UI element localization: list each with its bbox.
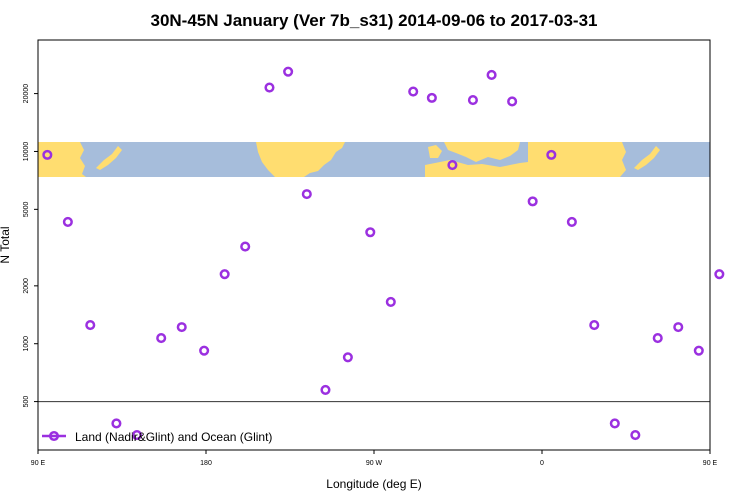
land-asia-right — [528, 142, 626, 177]
land-japan-right — [634, 146, 660, 170]
map-land — [38, 142, 660, 177]
points-layer — [42, 66, 725, 441]
data-point — [62, 216, 73, 227]
data-point — [693, 345, 704, 356]
data-point — [342, 352, 353, 363]
legend: Land (Nadir&Glint) and Ocean (Glint) — [42, 430, 272, 444]
data-point — [219, 269, 230, 280]
y-tick-label: 500 — [23, 396, 30, 408]
x-tick-label: 0 — [540, 460, 544, 467]
x-tick-label: 90 W — [366, 460, 383, 467]
data-point — [714, 269, 725, 280]
data-point — [527, 196, 538, 207]
data-point — [673, 322, 684, 333]
data-point — [176, 322, 187, 333]
data-point — [652, 333, 663, 344]
x-tick-label: 180 — [200, 460, 212, 467]
x-axis-label: Longitude (deg E) — [326, 477, 421, 491]
land-north-america — [256, 142, 345, 177]
data-point — [467, 95, 478, 106]
data-point — [546, 149, 557, 160]
data-point — [283, 66, 294, 77]
data-point — [301, 189, 312, 200]
x-axis: 90 E 180 90 W 0 90 E — [31, 450, 718, 467]
legend-marker — [48, 430, 60, 442]
data-point — [365, 227, 376, 238]
land-china-left — [38, 142, 86, 177]
data-point — [111, 418, 122, 429]
map-strip — [38, 142, 710, 177]
data-point — [199, 345, 210, 356]
y-tick-label: 1000 — [23, 336, 30, 352]
data-point — [426, 92, 437, 103]
land-mediterranean-europe — [444, 142, 520, 162]
y-tick-label: 2000 — [23, 278, 30, 294]
data-point — [589, 320, 600, 331]
data-point — [447, 159, 458, 171]
data-point — [385, 296, 396, 307]
land-north-africa — [425, 160, 528, 177]
data-point — [85, 320, 96, 331]
chart-title: 30N-45N January (Ver 7b_s31) 2014-09-06 … — [151, 11, 598, 30]
data-point — [320, 384, 331, 395]
legend-label: Land (Nadir&Glint) and Ocean (Glint) — [75, 430, 272, 444]
data-point — [507, 96, 518, 107]
data-point — [609, 418, 620, 429]
land-iberia — [428, 145, 442, 158]
data-point — [131, 429, 142, 441]
data-point — [566, 216, 577, 227]
y-axis: 500 1000 2000 5000 10000 20000 — [23, 84, 38, 408]
data-point — [408, 86, 419, 97]
x-tick-label: 90 E — [31, 460, 46, 467]
data-point — [156, 333, 167, 344]
land-japan-left — [96, 146, 122, 170]
y-tick-label: 20000 — [23, 84, 30, 104]
plot-frame — [37, 39, 711, 451]
data-point — [264, 82, 275, 93]
data-point — [240, 241, 251, 252]
y-tick-label: 10000 — [23, 142, 30, 162]
data-point — [42, 149, 53, 160]
data-point — [630, 429, 641, 441]
x-tick-label: 90 E — [703, 460, 718, 467]
y-axis-label: N Total — [0, 226, 12, 263]
data-point — [486, 69, 497, 81]
y-tick-label: 5000 — [23, 201, 30, 217]
